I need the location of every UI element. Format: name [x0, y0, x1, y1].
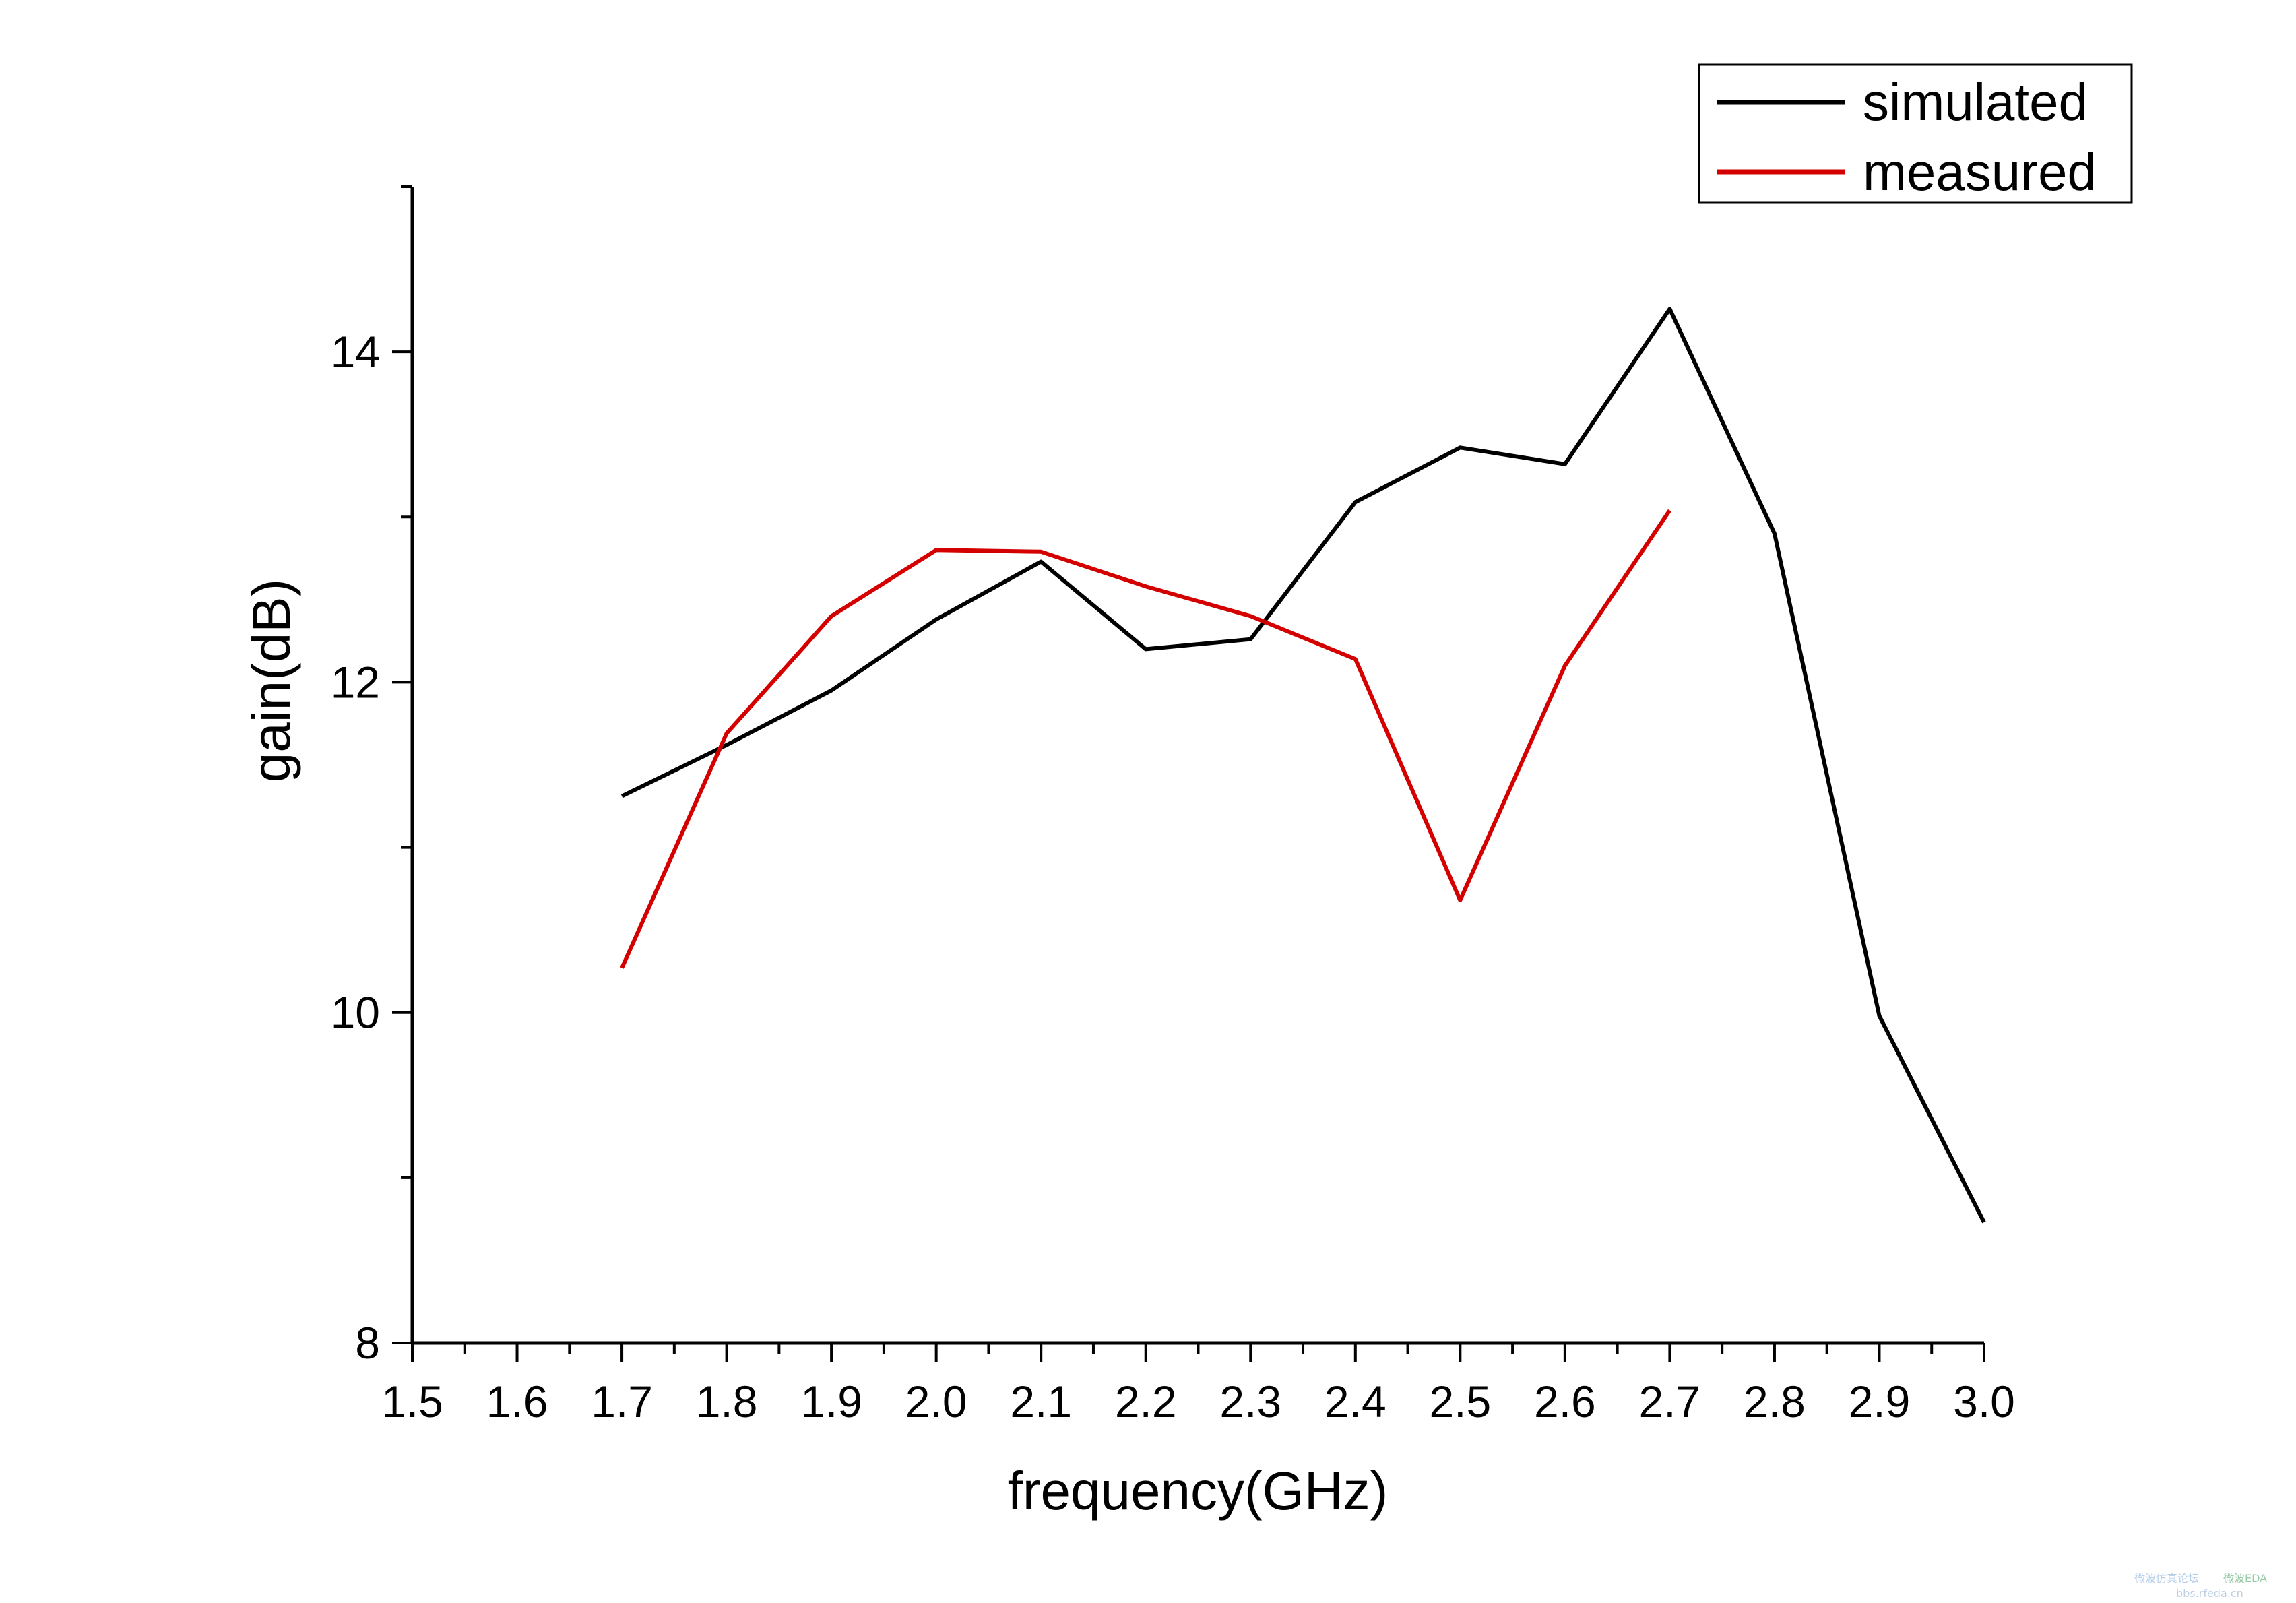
y-tick-label: 8	[355, 1318, 380, 1368]
legend-label-simulated: simulated	[1863, 72, 2088, 131]
axes	[410, 187, 1984, 1345]
legend-box	[1698, 63, 2133, 204]
x-tick-label: 1.5	[381, 1377, 443, 1426]
x-axis-title: frequency(GHz)	[1008, 1461, 1389, 1521]
series-layer	[620, 307, 1986, 1224]
x-tick-label: 2.3	[1219, 1377, 1281, 1426]
x-tick-label: 2.4	[1325, 1377, 1386, 1426]
x-tick-label: 2.1	[1010, 1377, 1072, 1426]
y-tick-label: 14	[331, 327, 380, 377]
watermark-left-text: 微波仿真论坛	[2134, 1572, 2199, 1585]
x-tick-label: 2.2	[1115, 1377, 1177, 1426]
x-axis-ticks: 1.5 1.6 1.7 1.8 1.9 2.0 2.1 2.2 2.3 2.4 2.5 2.6 2.7 2…	[381, 1343, 2015, 1426]
x-tick-label: 1.9	[800, 1377, 862, 1426]
y-axis-ticks: 8 10 12 14	[331, 185, 412, 1368]
x-tick-label: 1.7	[591, 1377, 653, 1426]
series-line-simulated	[620, 307, 1986, 1224]
x-tick-label: 2.7	[1639, 1377, 1701, 1426]
watermark-url: bbs.rfeda.cn	[2176, 1587, 2243, 1600]
x-tick-label: 1.6	[486, 1377, 548, 1426]
x-tick-label: 2.6	[1534, 1377, 1596, 1426]
series-line-measured	[620, 509, 1671, 969]
x-tick-label: 2.9	[1849, 1377, 1911, 1426]
watermark: 微波仿真论坛 微波EDA bbs.rfeda.cn	[2134, 1572, 2267, 1600]
x-tick-label: 2.0	[905, 1377, 967, 1426]
x-tick-label: 2.5	[1429, 1377, 1491, 1426]
legend-label-measured: measured	[1863, 142, 2097, 201]
y-tick-label: 10	[331, 988, 380, 1038]
x-tick-label: 3.0	[1953, 1377, 2015, 1426]
y-axis-title: gain(dB)	[241, 579, 301, 782]
x-tick-label: 2.8	[1744, 1377, 1806, 1426]
legend: simulated measured	[1698, 63, 2133, 204]
x-tick-label: 1.8	[696, 1377, 758, 1426]
y-tick-label: 12	[331, 657, 380, 707]
watermark-right-text: 微波EDA	[2223, 1572, 2267, 1585]
